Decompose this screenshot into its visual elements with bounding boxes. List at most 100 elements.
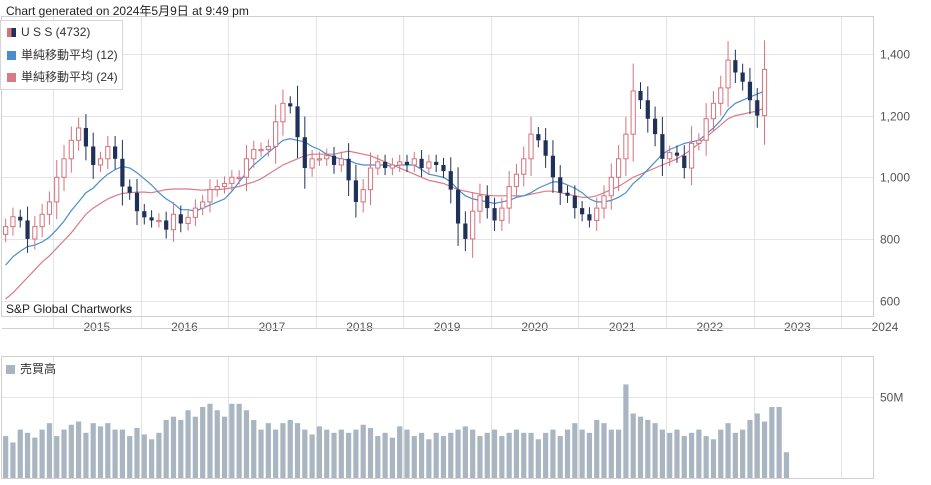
candle-swatch-icon (7, 28, 16, 37)
candle-body-down (120, 158, 125, 187)
candle-body-up (696, 139, 702, 144)
volume-bar (506, 432, 512, 478)
candle-body-down (682, 155, 687, 169)
volume-bar (710, 439, 717, 478)
candle-body-up (710, 102, 717, 120)
year-tick-label: 2018 (346, 320, 373, 334)
volume-bar (528, 432, 534, 478)
candle-body-up (221, 182, 228, 188)
price-grid (2, 17, 874, 328)
candle-body-down (142, 211, 147, 218)
volume-bar (105, 423, 111, 478)
candle-body-up (54, 176, 60, 203)
year-tick-label: 2020 (521, 320, 548, 334)
volume-bar (674, 429, 680, 478)
volume-bar (572, 423, 578, 478)
candle-body-up (360, 189, 366, 203)
candle-body-down (645, 100, 650, 119)
candle-body-up (521, 158, 527, 175)
volume-bar (119, 429, 126, 478)
volume-bar (601, 423, 607, 478)
volume-panel-frame (1, 356, 874, 479)
volume-bar (513, 429, 520, 478)
volume-bar (703, 436, 709, 478)
candle-body-up (273, 121, 279, 147)
volume-bar (24, 432, 31, 478)
volume-bar (148, 439, 155, 478)
candle-body-down (149, 217, 154, 221)
candle-body-up (470, 210, 476, 240)
volume-series (3, 384, 790, 478)
volume-bar (659, 429, 665, 478)
volume-bar (681, 436, 687, 478)
volume-legend-label: 売買高 (20, 362, 57, 376)
candle-body-up (243, 158, 250, 178)
volume-bar (156, 432, 162, 478)
volume-bar (324, 429, 330, 478)
volume-bar (718, 429, 724, 478)
candle-body-up (499, 207, 505, 221)
candle-body-down (572, 195, 577, 209)
volume-bar (229, 403, 235, 478)
volume-bar (280, 423, 286, 478)
volume-bar (294, 423, 301, 478)
candle-body-up (170, 213, 177, 231)
candle-body-up (156, 219, 162, 223)
volume-bar (652, 423, 658, 478)
candle-body-down (91, 146, 96, 165)
volume-bar (236, 403, 242, 478)
candle-body-down (178, 214, 183, 224)
volume-bar (543, 432, 549, 478)
volume-bar (586, 432, 593, 478)
year-tick-label: 2015 (84, 320, 111, 334)
ma24-series (5, 107, 765, 300)
volume-bar (477, 436, 483, 478)
volume-bar (418, 432, 425, 478)
volume-bar (470, 429, 476, 478)
year-tick-label: 2022 (696, 320, 723, 334)
candle-body-down (127, 186, 132, 193)
volume-bar (76, 421, 82, 478)
time-x-axis: 2015 2016 2017 2018 2019 2020 2021 2022 2023 2024 (2, 320, 899, 334)
volume-y-tick-label: 50M (880, 391, 903, 405)
candle-body-up (316, 158, 323, 161)
candle-body-up (39, 213, 45, 228)
volume-bar (404, 429, 410, 478)
volume-bar (163, 419, 169, 478)
candle-body-up (616, 158, 622, 178)
candle-body-down (485, 195, 490, 209)
volume-bar (747, 419, 753, 478)
candle-body-down (463, 223, 468, 239)
candle-body-up (200, 201, 206, 209)
volume-swatch-icon (6, 365, 15, 374)
candle-body-up (594, 207, 600, 221)
candle-body-up (338, 158, 344, 166)
candle-body-up (718, 87, 724, 104)
volume-bar (338, 429, 344, 478)
volume-y-axis: 50M (880, 391, 903, 405)
candle-body-down (113, 146, 118, 159)
candle-body-up (667, 152, 673, 160)
candle-body-up (703, 118, 709, 141)
year-tick-label: 2023 (784, 320, 811, 334)
volume-bar (200, 407, 206, 478)
volume-bar (426, 439, 432, 478)
volume-bar (360, 424, 366, 478)
ma24-line (5, 107, 765, 300)
candle-body-down (441, 164, 446, 172)
candle-body-down (492, 208, 497, 221)
volume-bar (221, 416, 228, 478)
candle-body-up (185, 216, 191, 225)
volume-bar (579, 429, 585, 478)
volume-bar (331, 432, 337, 478)
volume-bar (309, 434, 315, 478)
volume-bar (776, 407, 782, 478)
volume-bar (32, 437, 38, 478)
candle-body-down (580, 208, 585, 215)
candle-body-down (740, 72, 745, 82)
legend-label-ma12: 単純移動平均 (12) (21, 48, 118, 62)
volume-bar (440, 436, 447, 478)
candle-body-up (506, 186, 512, 209)
candle-body-down (536, 134, 541, 141)
volume-bar (382, 432, 388, 478)
